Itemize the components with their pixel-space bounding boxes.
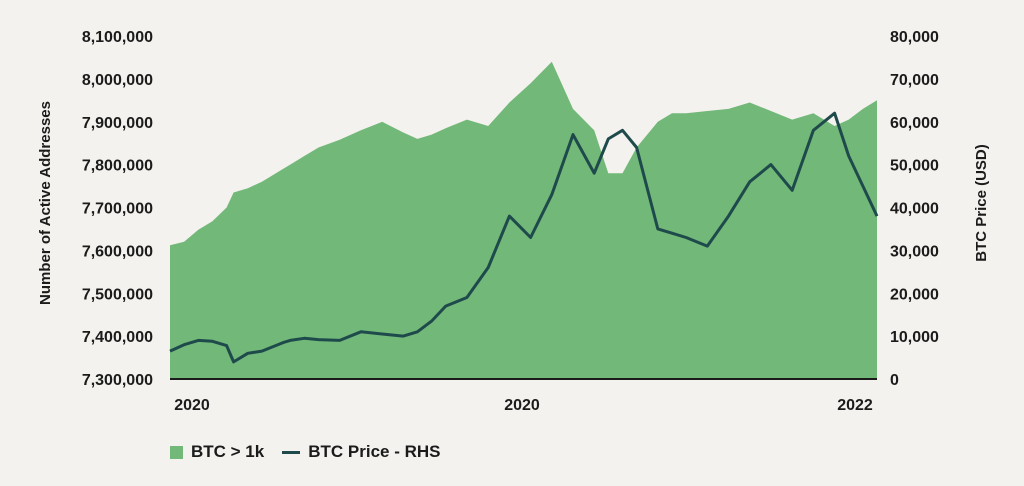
legend-line-label: BTC Price - RHS — [308, 442, 441, 461]
right-tick-label: 80,000 — [890, 29, 939, 46]
legend-line-swatch — [282, 450, 301, 454]
right-tick-label: 0 — [890, 372, 899, 389]
right-y-axis: 0 10,000 20,000 30,000 40,000 50,000 60,000 70,… — [890, 29, 939, 389]
right-tick-label: 20,000 — [890, 286, 939, 303]
x-tick-label: 2022 — [837, 397, 873, 414]
chart-legend: BTC > 1k BTC Price - RHS — [170, 440, 440, 464]
left-tick-label: 8,100,000 — [82, 29, 153, 46]
left-tick-label: 7,700,000 — [82, 201, 153, 218]
legend-item-line: BTC Price - RHS — [282, 442, 440, 462]
x-axis: 2020 2020 2022 — [174, 397, 873, 414]
right-tick-label: 70,000 — [890, 72, 939, 89]
btc-price-line-series — [169, 111, 879, 364]
x-tick-label: 2020 — [174, 397, 210, 414]
left-tick-label: 7,900,000 — [82, 115, 153, 132]
right-tick-label: 30,000 — [890, 243, 939, 260]
legend-area-label: BTC > 1k — [191, 442, 265, 461]
left-tick-label: 7,300,000 — [82, 372, 153, 389]
left-tick-label: 7,500,000 — [82, 286, 153, 303]
x-tick-label: 2020 — [504, 397, 540, 414]
legend-item-area: BTC > 1k — [170, 442, 264, 462]
left-axis-title: Number of Active Addresses — [37, 101, 54, 305]
left-tick-label: 7,600,000 — [82, 243, 153, 260]
left-tick-label: 8,000,000 — [82, 72, 153, 89]
left-tick-label: 7,400,000 — [82, 329, 153, 346]
right-tick-label: 50,000 — [890, 158, 939, 175]
right-tick-label: 60,000 — [890, 115, 939, 132]
right-tick-label: 10,000 — [890, 329, 939, 346]
left-y-axis: 7,300,000 7,400,000 7,500,000 7,600,000 7,70… — [82, 29, 153, 389]
left-tick-label: 7,800,000 — [82, 158, 153, 175]
right-tick-label: 40,000 — [890, 201, 939, 218]
active-addresses-area-series — [170, 61, 877, 379]
legend-area-swatch — [170, 445, 183, 459]
line-btc-price — [169, 111, 879, 364]
right-axis-title: BTC Price (USD) — [973, 144, 990, 262]
area-btc-over-1k — [170, 61, 877, 379]
